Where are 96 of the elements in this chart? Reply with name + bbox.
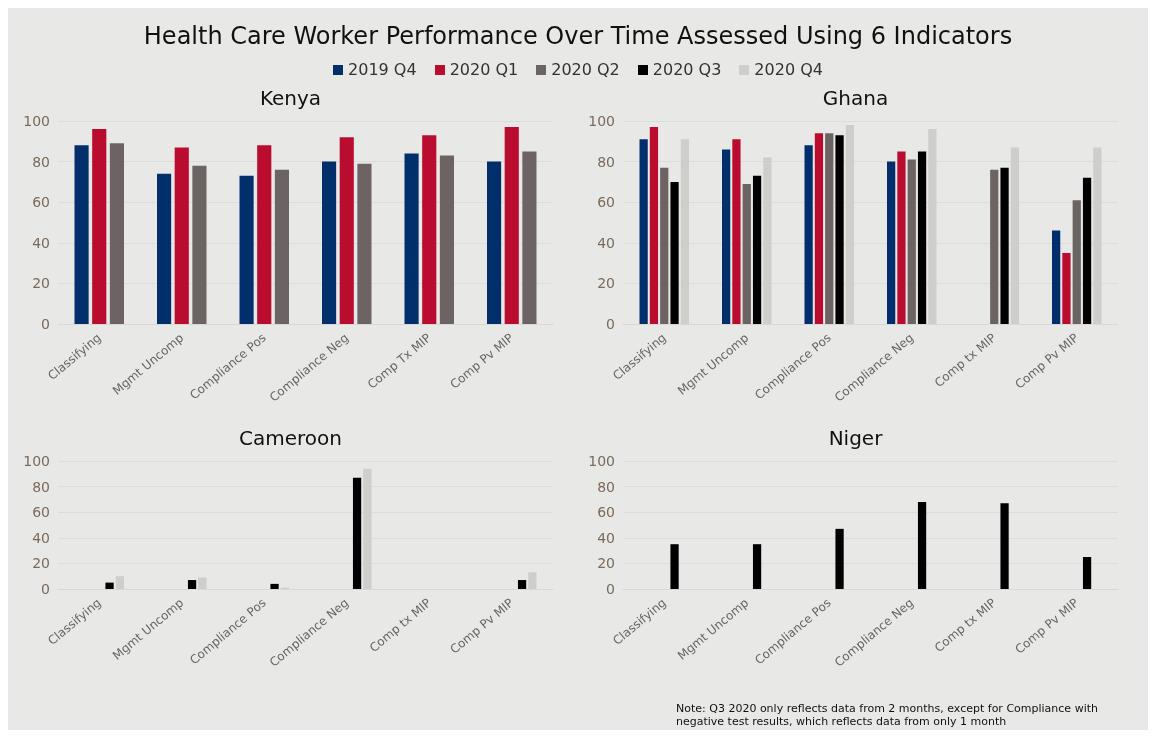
bar: [74, 145, 89, 324]
bar: [1082, 177, 1092, 324]
y-tick-label: 0: [606, 581, 615, 597]
y-tick-label: 100: [588, 113, 615, 129]
y-tick-label: 100: [23, 453, 50, 469]
legend-label: 2020 Q2: [551, 60, 620, 79]
bar: [257, 145, 272, 324]
bar: [274, 169, 289, 324]
bar: [270, 583, 279, 589]
bar: [835, 135, 844, 324]
bar: [639, 139, 648, 324]
bar: [1072, 200, 1081, 324]
bar: [404, 153, 419, 324]
y-tick-label: 20: [597, 275, 615, 292]
y-tick-label: 20: [32, 555, 50, 572]
bar: [487, 161, 502, 324]
bar: [1082, 557, 1092, 589]
y-tick-label: 80: [32, 478, 50, 495]
bar: [814, 133, 824, 324]
y-tick-label: 80: [32, 153, 50, 170]
bar: [357, 163, 372, 324]
y-tick-label: 40: [32, 234, 50, 251]
bar: [835, 528, 844, 589]
bar: [352, 477, 362, 589]
bar: [804, 145, 813, 324]
bar: [363, 468, 372, 589]
y-tick-label: 100: [588, 453, 615, 469]
bar: [522, 151, 537, 324]
bar: [1052, 230, 1061, 324]
bar: [928, 129, 937, 324]
bar: [1093, 147, 1102, 324]
bar: [517, 580, 527, 589]
bar: [187, 580, 197, 589]
y-tick-label: 60: [32, 194, 50, 211]
bar: [990, 169, 999, 324]
chart-title: Ghana: [822, 86, 889, 110]
bar: [339, 137, 354, 324]
bar: [887, 161, 896, 324]
legend-label: 2020 Q1: [449, 60, 519, 79]
y-tick-label: 0: [41, 581, 50, 597]
bar: [1000, 503, 1009, 589]
bar: [174, 147, 189, 324]
y-tick-label: 20: [597, 555, 615, 572]
chart-title: Niger: [828, 426, 884, 450]
bar: [917, 151, 927, 324]
y-tick-label: 0: [606, 316, 615, 332]
bar: [422, 135, 437, 324]
y-tick-label: 80: [597, 478, 615, 495]
bar: [322, 161, 337, 324]
y-tick-label: 40: [597, 234, 615, 251]
bar: [192, 165, 207, 324]
y-tick-label: 20: [32, 275, 50, 292]
bar: [907, 159, 916, 324]
y-tick-label: 60: [32, 504, 50, 521]
y-tick-label: 100: [23, 113, 50, 129]
bar: [528, 572, 537, 589]
bar: [504, 127, 519, 324]
bar: [917, 501, 927, 589]
bar: [660, 167, 669, 324]
bar: [198, 577, 207, 589]
bar: [732, 139, 741, 324]
chart-title: Cameroon: [239, 426, 342, 450]
text: Health Care Worker Performance Over Time Assessed Using 6 Indicators: [142, 22, 1014, 50]
bar: [825, 133, 834, 324]
bar: [157, 173, 172, 324]
bar: [752, 175, 762, 324]
y-tick-label: 80: [597, 153, 615, 170]
y-tick-label: 60: [597, 504, 615, 521]
legend-label: 2020 Q4: [754, 60, 823, 79]
bar: [92, 129, 107, 324]
bar: [239, 175, 254, 324]
bar: [722, 149, 731, 324]
bar: [649, 127, 659, 324]
legend-label: 2020 Q3: [652, 60, 722, 79]
legend-label: 2019 Q4: [348, 60, 417, 79]
bar: [670, 181, 679, 324]
y-tick-label: 60: [597, 194, 615, 211]
bar: [109, 143, 124, 324]
y-tick-label: 40: [597, 529, 615, 546]
bar: [742, 183, 751, 324]
y-tick-label: 0: [41, 316, 50, 332]
bar: [439, 155, 454, 324]
bar: [1010, 147, 1019, 324]
bar: [105, 582, 114, 589]
bar: [1062, 252, 1071, 324]
text: Note: Q3 2020 only reflects data from 2 months, except for Compliance with negative test results, which reflects data from only 1 month: [676, 702, 1099, 728]
y-tick-label: 40: [32, 529, 50, 546]
bar: [897, 151, 906, 324]
bar: [680, 139, 689, 324]
bar: [763, 157, 772, 324]
chart-title: Kenya: [259, 86, 322, 110]
bar: [115, 576, 124, 589]
bar: [1000, 167, 1009, 324]
bar: [670, 544, 679, 589]
bar: [752, 544, 762, 589]
bar: [845, 125, 854, 324]
